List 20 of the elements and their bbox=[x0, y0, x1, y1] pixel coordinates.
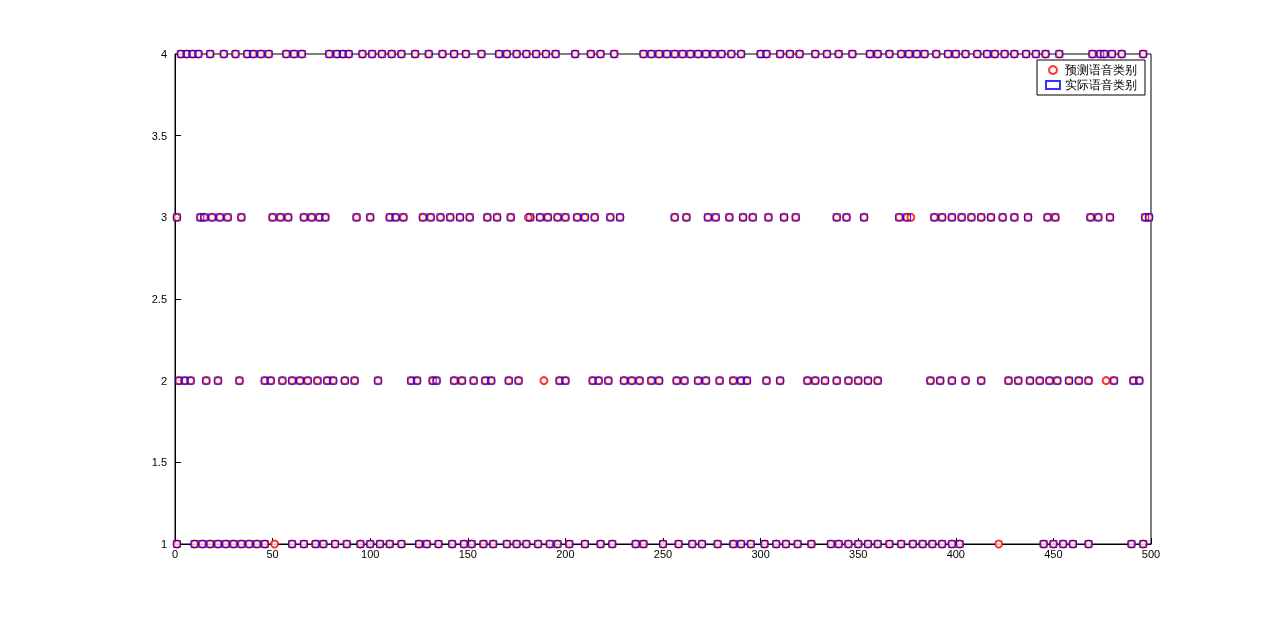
x-tick-label: 50 bbox=[266, 547, 279, 560]
y-tick-label: 4 bbox=[160, 48, 167, 60]
x-tick-label: 500 bbox=[1141, 547, 1161, 560]
legend-label: 预测语音类别 bbox=[1065, 63, 1137, 77]
x-tick-label: 300 bbox=[751, 547, 770, 560]
y-tick-label: 1 bbox=[160, 538, 167, 550]
x-tick-label: 250 bbox=[653, 547, 673, 560]
x-tick-label: 450 bbox=[1044, 547, 1063, 560]
y-tick-label: 3.5 bbox=[151, 129, 167, 142]
legend-label: 实际语音类别 bbox=[1065, 78, 1137, 92]
x-tick-label: 100 bbox=[361, 547, 380, 560]
x-tick-label: 0 bbox=[171, 547, 179, 560]
x-tick-label: 400 bbox=[946, 547, 965, 560]
y-tick-label: 1.5 bbox=[151, 456, 167, 469]
x-tick-label: 150 bbox=[458, 547, 477, 560]
x-tick-label: 200 bbox=[556, 547, 575, 560]
y-tick-label: 3 bbox=[160, 211, 167, 224]
y-tick-label: 2 bbox=[160, 374, 167, 387]
x-tick-label: 350 bbox=[849, 547, 868, 560]
y-tick-label: 2.5 bbox=[151, 293, 167, 305]
